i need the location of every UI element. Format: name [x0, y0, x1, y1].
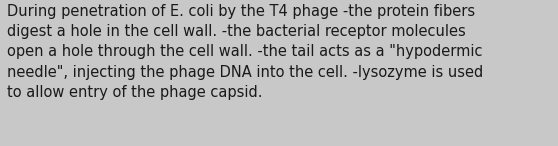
Text: During penetration of E. coli by the T4 phage -the protein fibers
digest a hole : During penetration of E. coli by the T4 … [7, 4, 483, 100]
